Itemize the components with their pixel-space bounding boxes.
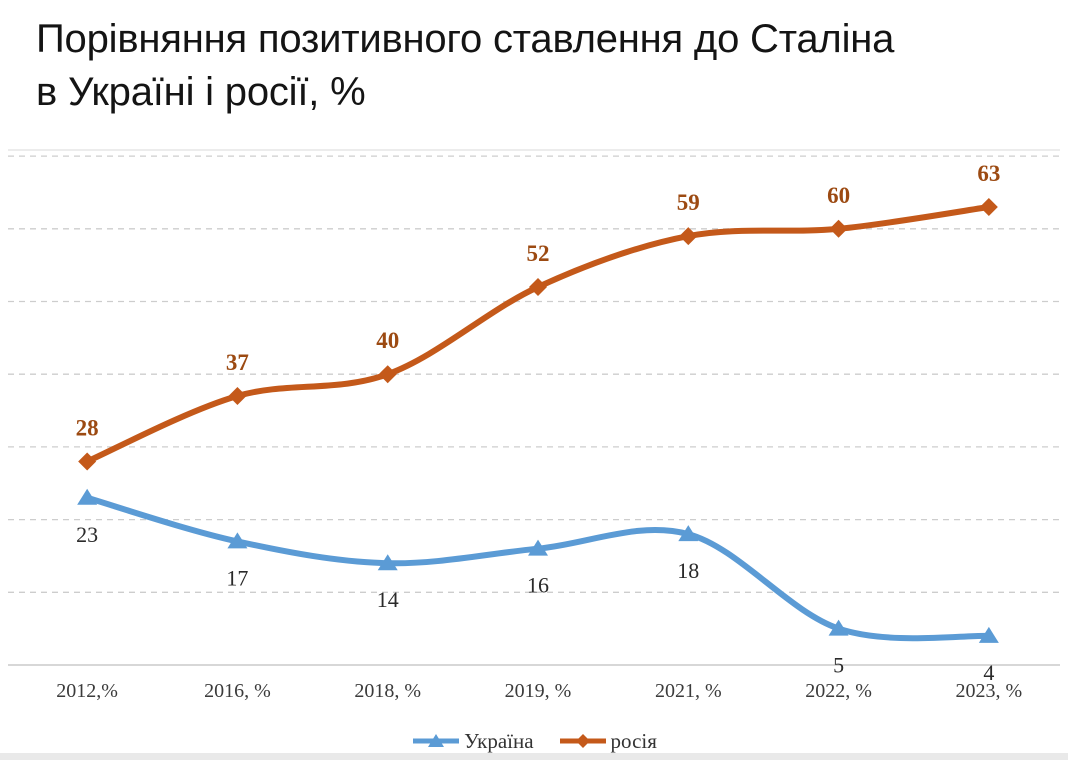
russia-data-label: 59	[677, 190, 700, 215]
russia-data-label: 52	[527, 241, 550, 266]
x-axis-label: 2019, %	[505, 680, 572, 702]
russia-data-label: 60	[827, 183, 850, 208]
russia-marker	[378, 365, 397, 384]
russia-marker	[529, 277, 547, 296]
ukraine-data-label: 5	[833, 653, 844, 678]
ukraine-marker	[377, 554, 398, 571]
chart-title-line1: Порівняння позитивного ставлення до Стал…	[36, 17, 895, 61]
ukraine-line	[84, 494, 992, 642]
ukraine-marker	[828, 619, 849, 636]
ukraine-data-label: 23	[76, 522, 98, 547]
ukraine-marker	[678, 525, 699, 542]
ukraine-marker	[528, 539, 548, 556]
x-axis-label: 2023, %	[956, 680, 1023, 702]
x-axis-label: 2012,%	[56, 680, 118, 702]
russia-marker	[78, 452, 97, 471]
chart-legend: Україна росія	[0, 725, 1068, 757]
legend-item-russia: росія	[558, 729, 657, 754]
x-axis-label: 2022, %	[805, 680, 872, 702]
russia-legend-marker	[575, 734, 590, 748]
x-axis-label: 2021, %	[655, 680, 722, 702]
ukraine-legend-marker	[428, 734, 445, 747]
legend-item-ukraine: Україна	[411, 728, 534, 754]
ukraine-line-triangle-icon	[413, 734, 460, 747]
russia-marker	[979, 197, 998, 216]
ukraine-marker	[227, 532, 248, 549]
bottom-border	[0, 753, 1068, 760]
russia-marker	[679, 227, 698, 246]
ukraine-data-label: 4	[983, 660, 994, 685]
russia-marker	[829, 219, 848, 238]
x-axis-label: 2016, %	[204, 680, 271, 702]
russia-data-label: 37	[226, 350, 249, 375]
russia-marker	[228, 387, 247, 406]
chart-title: Порівняння позитивного ставлення до Стал…	[36, 13, 894, 119]
ukraine-marker	[77, 488, 98, 505]
chart-title-line2: в Україні і росії, %	[36, 70, 366, 114]
ukraine-data-label: 16	[527, 573, 549, 598]
russia-line-diamond-icon	[559, 734, 606, 748]
ukraine-data-label: 14	[377, 587, 399, 612]
legend-label-ukraine: Україна	[464, 728, 534, 753]
ukraine-data-label: 18	[677, 558, 699, 583]
x-axis-label: 2018, %	[354, 680, 421, 702]
legend-label-russia: росія	[610, 728, 657, 753]
russia-data-label: 40	[376, 328, 399, 353]
russia-data-label: 63	[977, 161, 1000, 186]
ukraine-marker	[978, 626, 999, 643]
ukraine-data-label: 17	[226, 565, 248, 590]
russia-data-label: 28	[76, 415, 99, 440]
